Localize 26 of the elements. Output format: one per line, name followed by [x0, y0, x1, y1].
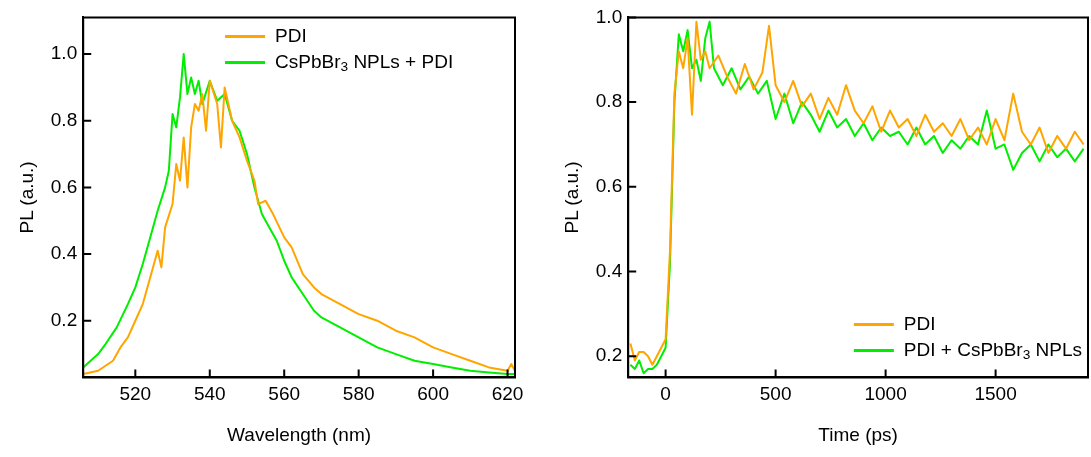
x-tick-label: 600	[417, 383, 449, 405]
x-tick-label: 1000	[864, 383, 907, 405]
legend-label: PDI	[903, 312, 936, 334]
y-tick-label: 0.6	[595, 175, 623, 197]
x-axis-title: Wavelength (nm)	[227, 423, 372, 445]
x-tick-label: 520	[119, 383, 152, 405]
y-tick-label: 0.8	[595, 90, 623, 112]
y-tick-label: 0.6	[50, 175, 78, 197]
y-tick-label: 0.8	[50, 108, 78, 130]
y-tick-label: 0.4	[595, 259, 623, 281]
x-tick-label: 1500	[974, 383, 1017, 405]
y-axis-title: PL (a.u.)	[560, 161, 582, 234]
x-tick-label: 500	[759, 383, 792, 405]
y-tick-label: 0.4	[50, 242, 78, 264]
x-tick-label: 580	[342, 383, 375, 405]
y-tick-label: 0.2	[595, 344, 623, 366]
x-tick-label: 0	[660, 383, 671, 405]
x-axis-title: Time (ps)	[818, 423, 898, 445]
x-tick-label: 620	[491, 383, 524, 405]
x-tick-label: 560	[268, 383, 301, 405]
x-tick-label: 540	[193, 383, 226, 405]
y-tick-label: 0.2	[50, 308, 78, 330]
legend-label: PDI	[275, 24, 307, 46]
y-tick-label: 1.0	[595, 5, 623, 27]
y-axis-title: PL (a.u.)	[15, 161, 37, 234]
y-tick-label: 1.0	[50, 42, 78, 64]
